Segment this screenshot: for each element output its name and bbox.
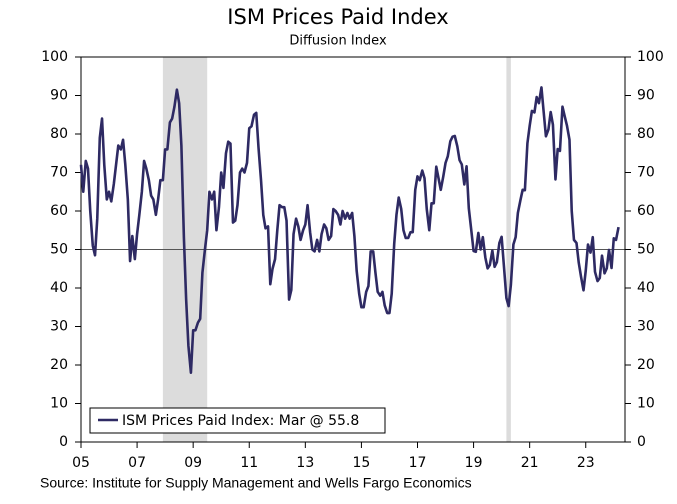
y2-tick-label: 70	[637, 165, 655, 181]
chart-subtitle: Diffusion Index	[289, 34, 387, 49]
chart-title: ISM Prices Paid Index	[227, 5, 448, 29]
y2-tick-label: 60	[637, 203, 655, 219]
x-tick-label: 21	[521, 455, 539, 471]
y2-tick-label: 100	[637, 49, 664, 65]
y2-tick-label: 30	[637, 319, 655, 335]
y2-tick-label: 40	[637, 280, 655, 296]
x-tick-label: 13	[296, 455, 314, 471]
y2-tick-label: 0	[637, 434, 646, 450]
legend-label: ISM Prices Paid Index: Mar @ 55.8	[122, 413, 359, 429]
y-tick-label: 10	[50, 396, 68, 412]
x-tick-label: 15	[352, 455, 370, 471]
y-tick-label: 0	[59, 434, 68, 450]
y-tick-label: 90	[50, 88, 68, 104]
x-tick-label: 07	[128, 455, 146, 471]
y2-tick-label: 90	[637, 88, 655, 104]
x-tick-label: 09	[184, 455, 202, 471]
legend-box	[89, 407, 386, 434]
y2-tick-label: 50	[637, 242, 655, 258]
y2-tick-label: 80	[637, 126, 655, 142]
y-tick-label: 40	[50, 280, 68, 296]
source-note: Source: Institute for Supply Management …	[40, 475, 472, 491]
x-tick-label: 23	[577, 455, 595, 471]
y-tick-label: 70	[50, 165, 68, 181]
y-tick-label: 60	[50, 203, 68, 219]
x-tick-label: 05	[72, 455, 90, 471]
y-tick-label: 100	[41, 49, 68, 65]
y-tick-label: 50	[50, 242, 68, 258]
y2-tick-label: 10	[637, 396, 655, 412]
x-tick-label: 11	[240, 455, 258, 471]
plot-frame	[80, 56, 626, 443]
y-tick-label: 80	[50, 126, 68, 142]
y-tick-label: 20	[50, 357, 68, 373]
y-tick-label: 30	[50, 319, 68, 335]
x-tick-label: 17	[409, 455, 427, 471]
x-tick-label: 19	[465, 455, 483, 471]
series-line	[79, 86, 620, 374]
y2-tick-label: 20	[637, 357, 655, 373]
